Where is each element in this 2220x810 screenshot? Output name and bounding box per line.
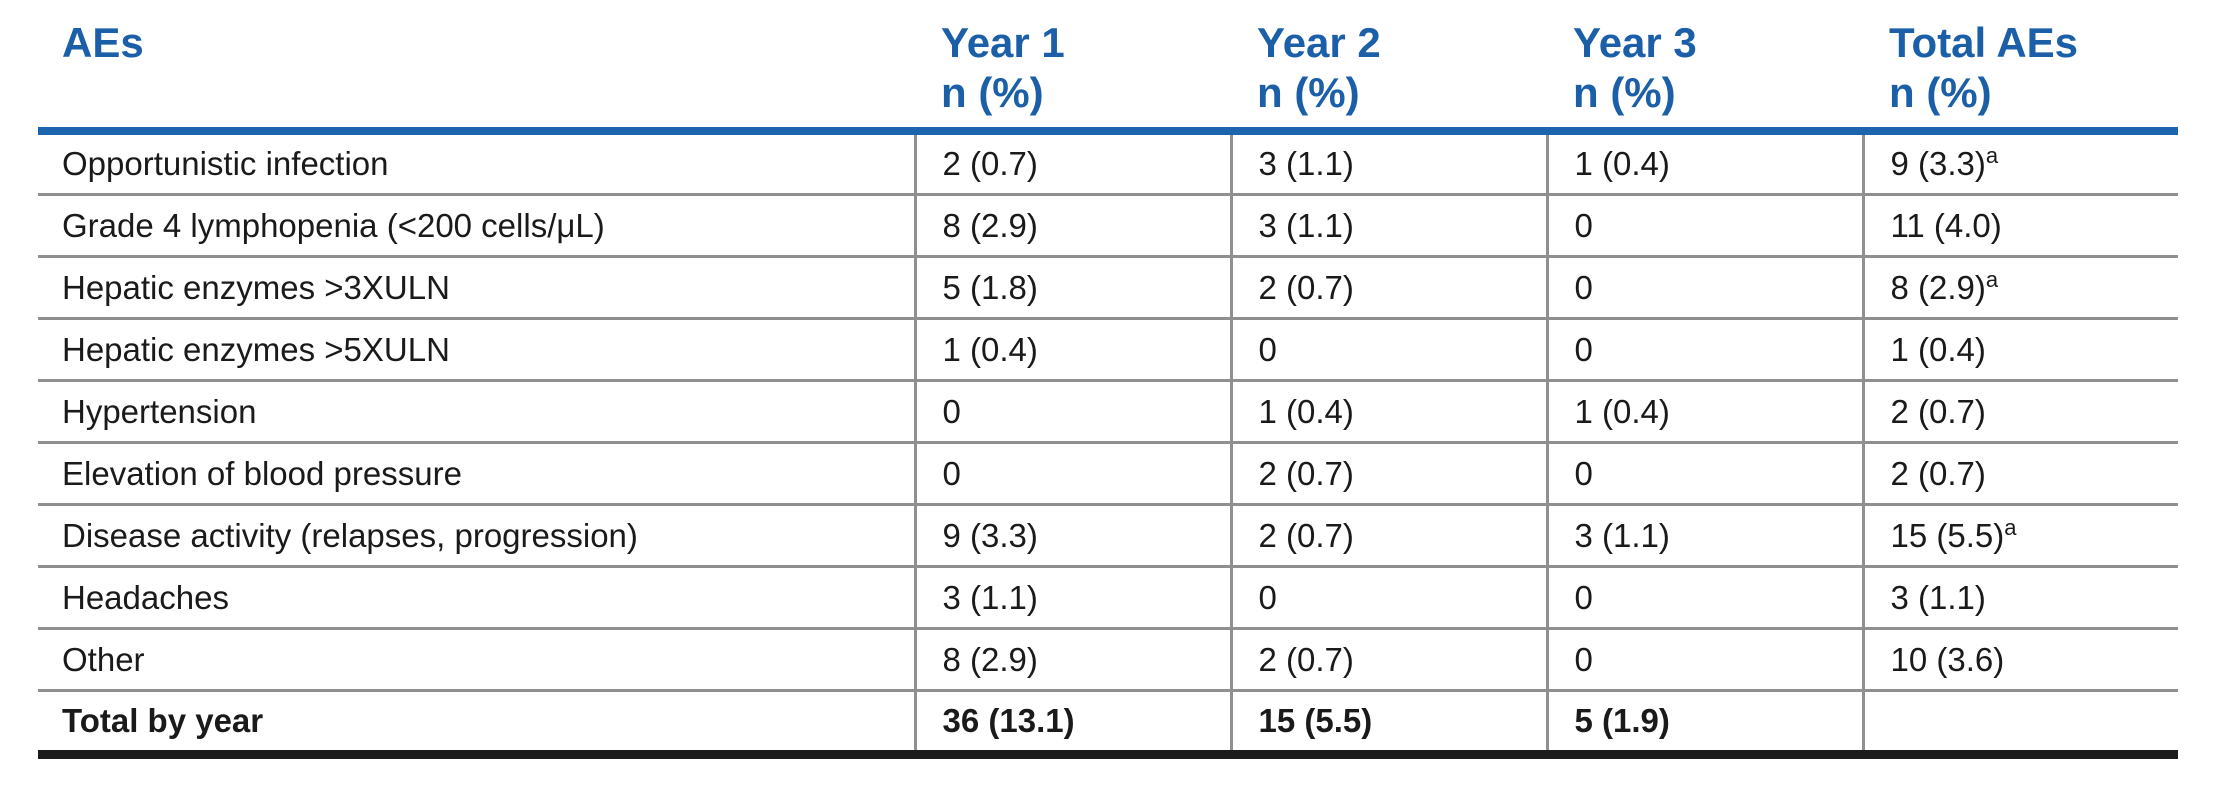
table-row: Disease activity (relapses, progression)… <box>38 504 2178 568</box>
year2-value: 0 <box>1229 566 1547 630</box>
total-value: 3 (1.1) <box>1861 566 2178 630</box>
grand-total-empty-cell <box>1861 690 2178 759</box>
header-row: AEs Year 1 n (%) Year 2 n (%) Year 3 n (… <box>38 0 2178 135</box>
year3-value: 0 <box>1545 442 1863 506</box>
year2-value: 1 (0.4) <box>1229 380 1547 444</box>
total-number: 8 (2.9) <box>1890 268 1986 306</box>
ae-label: Grade 4 lymphopenia (<200 cells/μL) <box>38 194 915 258</box>
total-value: 11 (4.0) <box>1861 194 2178 258</box>
header-aes-label: AEs <box>62 19 144 66</box>
total-value: 2 (0.7) <box>1861 442 2178 506</box>
year2-value: 2 (0.7) <box>1229 504 1547 568</box>
year3-value: 0 <box>1545 318 1863 382</box>
total-value: 1 (0.4) <box>1861 318 2178 382</box>
year3-total: 5 (1.9) <box>1545 690 1863 759</box>
year1-value: 8 (2.9) <box>913 194 1231 258</box>
year1-total: 36 (13.1) <box>913 690 1231 759</box>
header-total-aes-label: Total AEs <box>1889 19 2079 66</box>
footnote-marker: a <box>1985 266 1999 292</box>
header-aes: AEs <box>38 0 915 135</box>
header-total-aes: Total AEs n (%) <box>1863 0 2178 135</box>
year3-value: 3 (1.1) <box>1545 504 1863 568</box>
adverse-events-table: AEs Year 1 n (%) Year 2 n (%) Year 3 n (… <box>38 0 2178 759</box>
table-row: Opportunistic infection 2 (0.7) 3 (1.1) … <box>38 131 2178 196</box>
table-row: Hypertension 0 1 (0.4) 1 (0.4) 2 (0.7) <box>38 380 2178 444</box>
header-total-aes-sub: n (%) <box>1889 69 1992 116</box>
ae-label: Elevation of blood pressure <box>38 442 915 506</box>
year2-value: 2 (0.7) <box>1229 628 1547 692</box>
year3-value: 1 (0.4) <box>1545 380 1863 444</box>
year2-value: 3 (1.1) <box>1229 131 1547 196</box>
total-number: 3 (1.1) <box>1890 578 1986 616</box>
total-number: 11 (4.0) <box>1890 206 2002 244</box>
total-value: 8 (2.9)a <box>1861 256 2178 320</box>
ae-label: Opportunistic infection <box>38 131 915 196</box>
table-header: AEs Year 1 n (%) Year 2 n (%) Year 3 n (… <box>38 0 2178 135</box>
year1-value: 3 (1.1) <box>913 566 1231 630</box>
footnote-marker: a <box>1985 143 1999 168</box>
table-row: Grade 4 lymphopenia (<200 cells/μL) 8 (2… <box>38 194 2178 258</box>
header-year1: Year 1 n (%) <box>915 0 1231 135</box>
ae-label: Other <box>38 628 915 692</box>
year1-value: 9 (3.3) <box>913 504 1231 568</box>
header-year3: Year 3 n (%) <box>1547 0 1863 135</box>
total-by-year-row: Total by year 36 (13.1) 15 (5.5) 5 (1.9) <box>38 690 2178 759</box>
total-value: 15 (5.5)a <box>1861 504 2178 568</box>
ae-label: Hepatic enzymes >5XULN <box>38 318 915 382</box>
year3-value: 0 <box>1545 628 1863 692</box>
year1-value: 0 <box>913 380 1231 444</box>
year2-value: 2 (0.7) <box>1229 442 1547 506</box>
table-row: Hepatic enzymes >5XULN 1 (0.4) 0 0 1 (0.… <box>38 318 2178 382</box>
total-number: 10 (3.6) <box>1890 640 2005 678</box>
total-value: 2 (0.7) <box>1861 380 2178 444</box>
total-value: 10 (3.6) <box>1861 628 2178 692</box>
header-year3-sub: n (%) <box>1573 69 1676 116</box>
ae-label: Headaches <box>38 566 915 630</box>
ae-label: Disease activity (relapses, progression) <box>38 504 915 568</box>
table-row: Other 8 (2.9) 2 (0.7) 0 10 (3.6) <box>38 628 2178 692</box>
year2-value: 0 <box>1229 318 1547 382</box>
year3-value: 0 <box>1545 566 1863 630</box>
ae-label: Hypertension <box>38 380 915 444</box>
year3-value: 0 <box>1545 194 1863 258</box>
year3-value: 0 <box>1545 256 1863 320</box>
total-value: 9 (3.3)a <box>1861 131 2178 196</box>
footnote-marker: a <box>2004 514 2017 540</box>
total-number: 1 (0.4) <box>1890 330 1986 368</box>
total-number: 2 (0.7) <box>1890 392 1986 430</box>
header-year1-label: Year 1 <box>941 19 1065 66</box>
year3-value: 1 (0.4) <box>1545 131 1863 196</box>
year1-value: 0 <box>913 442 1231 506</box>
year1-value: 8 (2.9) <box>913 628 1231 692</box>
year1-value: 1 (0.4) <box>913 318 1231 382</box>
table-row: Hepatic enzymes >3XULN 5 (1.8) 2 (0.7) 0… <box>38 256 2178 320</box>
table-row: Elevation of blood pressure 0 2 (0.7) 0 … <box>38 442 2178 506</box>
table-row: Headaches 3 (1.1) 0 0 3 (1.1) <box>38 566 2178 630</box>
header-year1-sub: n (%) <box>941 69 1044 116</box>
total-by-year-label: Total by year <box>38 690 915 759</box>
ae-label: Hepatic enzymes >3XULN <box>38 256 915 320</box>
year2-value: 3 (1.1) <box>1229 194 1547 258</box>
year1-value: 5 (1.8) <box>913 256 1231 320</box>
total-number: 15 (5.5) <box>1890 516 2005 554</box>
table-body: Opportunistic infection 2 (0.7) 3 (1.1) … <box>38 131 2178 759</box>
header-year2-sub: n (%) <box>1257 69 1360 116</box>
year2-total: 15 (5.5) <box>1229 690 1547 759</box>
year1-value: 2 (0.7) <box>913 131 1231 196</box>
header-year2-label: Year 2 <box>1257 19 1381 66</box>
total-number: 9 (3.3) <box>1890 145 1986 182</box>
header-year3-label: Year 3 <box>1573 19 1697 66</box>
total-number: 2 (0.7) <box>1890 454 1986 492</box>
header-year2: Year 2 n (%) <box>1231 0 1547 135</box>
year2-value: 2 (0.7) <box>1229 256 1547 320</box>
